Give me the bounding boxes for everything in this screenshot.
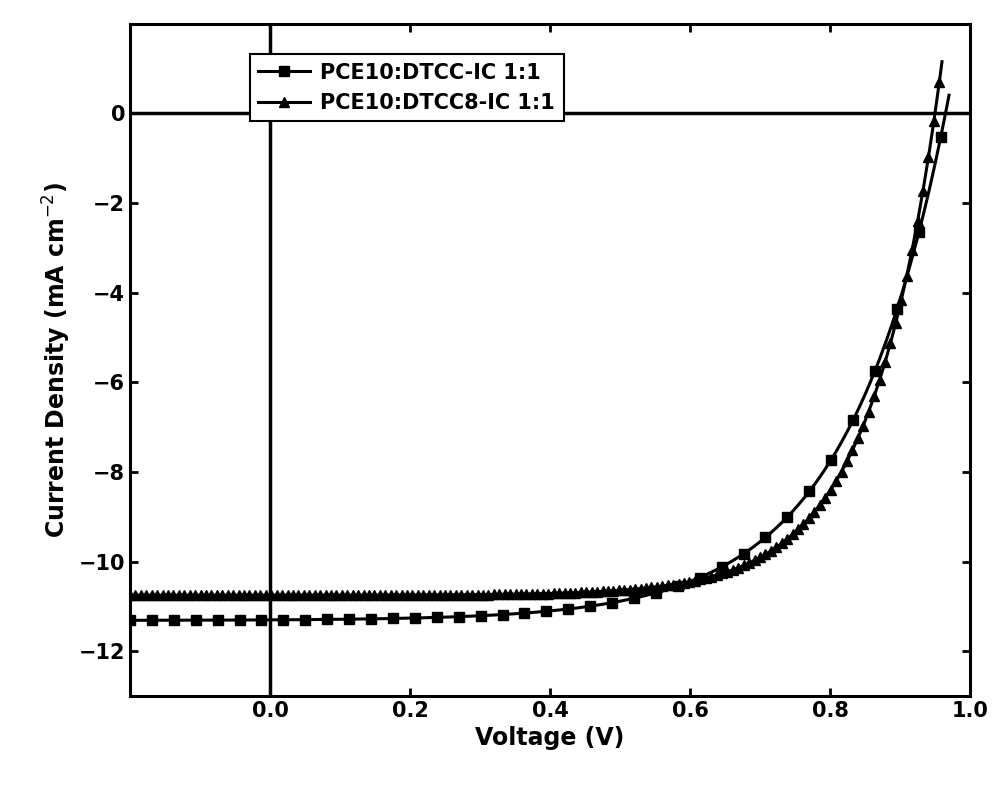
Legend: PCE10:DTCC-IC 1:1, PCE10:DTCC8-IC 1:1: PCE10:DTCC-IC 1:1, PCE10:DTCC8-IC 1:1 (250, 55, 564, 121)
PCE10:DTCC8-IC 1:1 (860, 414, 872, 423)
Y-axis label: Current Density (mA cm$^{-2}$): Current Density (mA cm$^{-2}$) (41, 182, 73, 538)
PCE10:DTCC-IC 1:1 (943, 90, 955, 100)
PCE10:DTCC-IC 1:1 (124, 615, 136, 625)
PCE10:DTCC-IC 1:1 (612, 597, 624, 607)
X-axis label: Voltage (V): Voltage (V) (475, 726, 625, 751)
PCE10:DTCC-IC 1:1 (609, 597, 621, 607)
PCE10:DTCC8-IC 1:1 (605, 586, 617, 596)
PCE10:DTCC8-IC 1:1 (127, 591, 139, 600)
PCE10:DTCC-IC 1:1 (814, 471, 826, 481)
PCE10:DTCC-IC 1:1 (127, 615, 139, 625)
Line: PCE10:DTCC-IC 1:1: PCE10:DTCC-IC 1:1 (125, 90, 954, 625)
PCE10:DTCC8-IC 1:1 (936, 57, 948, 66)
PCE10:DTCC8-IC 1:1 (607, 586, 619, 596)
PCE10:DTCC8-IC 1:1 (621, 585, 633, 595)
Line: PCE10:DTCC8-IC 1:1: PCE10:DTCC8-IC 1:1 (125, 57, 947, 600)
PCE10:DTCC-IC 1:1 (625, 594, 637, 604)
PCE10:DTCC8-IC 1:1 (808, 507, 820, 517)
PCE10:DTCC-IC 1:1 (866, 373, 878, 382)
PCE10:DTCC8-IC 1:1 (124, 591, 136, 600)
